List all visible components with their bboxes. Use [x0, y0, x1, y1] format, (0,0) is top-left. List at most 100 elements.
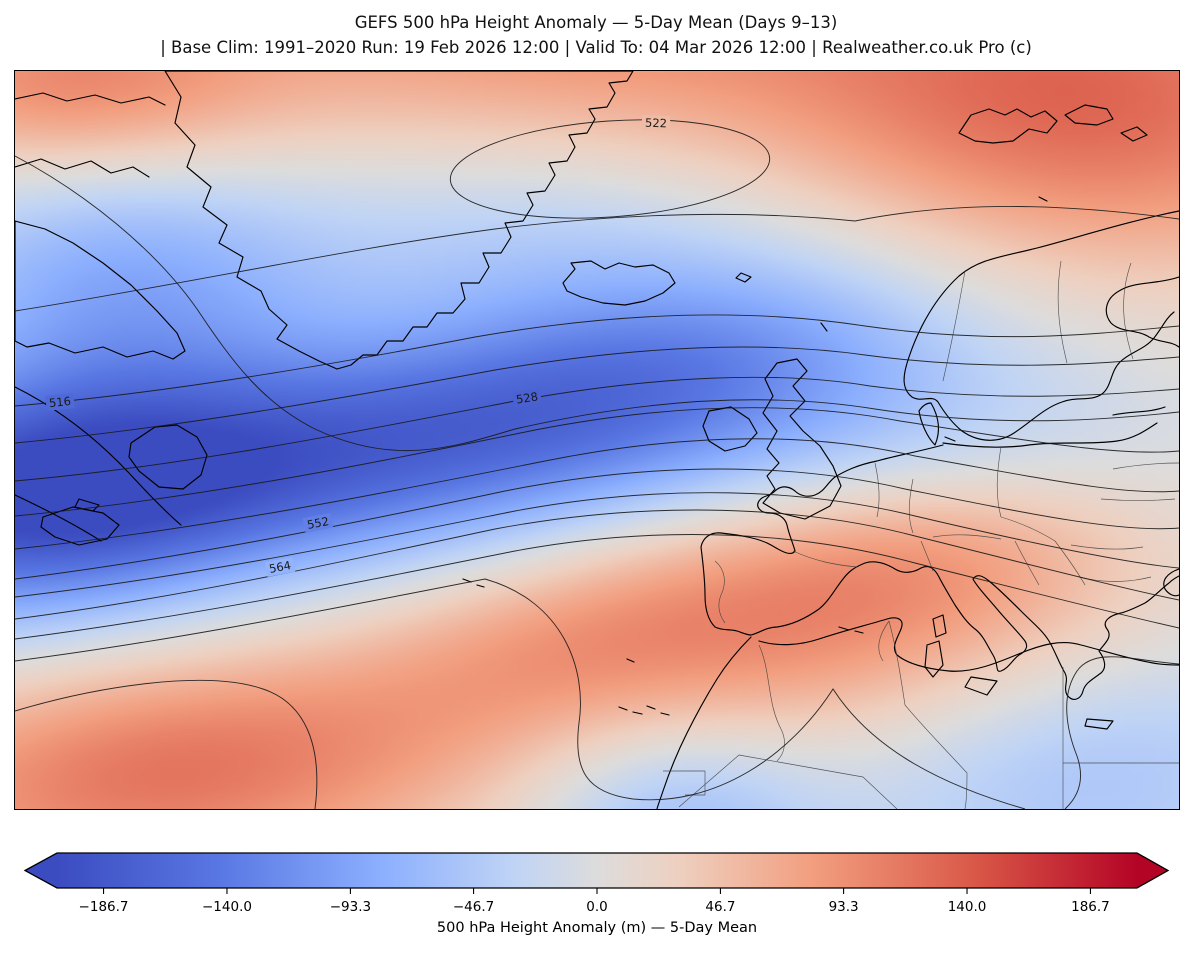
border-line	[1123, 262, 1134, 360]
height-contours-group	[15, 119, 1179, 809]
map-overlay-svg: 516 522 528 552 564	[15, 71, 1179, 809]
coastline-great-britain	[762, 358, 842, 520]
colorbar-title: 500 hPa Height Anomaly (m) — 5-Day Mean	[437, 920, 757, 936]
coastline-bear-island	[1038, 196, 1048, 202]
coastline-norway	[903, 210, 1179, 432]
coastline-corsica	[932, 614, 947, 638]
coastline-newfoundland	[128, 424, 208, 490]
contour-line	[15, 492, 1179, 598]
coastline-arctic-islands	[15, 92, 166, 106]
border-line	[996, 446, 1002, 518]
coastline-gulf-of-finland	[1112, 406, 1166, 416]
coastline-denmark	[918, 402, 940, 446]
border-line	[1100, 498, 1176, 501]
contour-line	[15, 438, 1179, 550]
contour-label-516: 516	[48, 394, 71, 410]
contour-line	[15, 155, 1179, 452]
border-line	[908, 478, 914, 534]
figure-header: GEFS 500 hPa Height Anomaly — 5-Day Mean…	[0, 10, 1192, 60]
coastline-madeira	[626, 658, 635, 663]
colorbar-tick-label: −93.3	[330, 899, 371, 915]
coastline-balearics	[838, 626, 864, 634]
contour-label-patch	[641, 115, 671, 131]
border-line	[663, 770, 706, 796]
border-line	[792, 550, 858, 568]
contour-label-patch	[302, 512, 334, 534]
border-line	[1112, 462, 1179, 470]
contour-label-522: 522	[645, 116, 667, 131]
colorbar-tick-label: −186.7	[79, 899, 129, 915]
page-subtitle: | Base Clim: 1991–2020 Run: 19 Feb 2026 …	[160, 38, 1032, 57]
coastline-sicily	[964, 676, 998, 696]
border-line	[714, 560, 726, 624]
coastline-africa-mediterranean	[758, 617, 1179, 672]
border-line	[920, 540, 934, 572]
colorbar-gradient	[57, 853, 1137, 888]
coastline-zealand	[944, 436, 956, 442]
border-line	[1054, 540, 1086, 586]
contour-label-patch	[511, 388, 543, 408]
coastline-nova-scotia	[40, 506, 120, 546]
contour-line	[15, 346, 1179, 444]
colorbar: −186.7 −140.0 −93.3 −46.7 0.0 46.7 93.3 140.0 18…	[23, 852, 1170, 936]
border-line	[874, 462, 880, 518]
coastline-canary-islands	[618, 705, 670, 716]
coastline-greenland	[164, 71, 634, 370]
contour-label-patch	[45, 393, 75, 411]
contour-oval-522	[449, 119, 771, 219]
colorbar-tick-label: 140.0	[948, 899, 987, 915]
contour-line-564	[15, 509, 1179, 620]
colorbar-tick-label: 186.7	[1071, 899, 1110, 915]
coastline-svalbard-e	[1120, 126, 1148, 142]
coastline-devon	[15, 158, 150, 178]
page-title: GEFS 500 hPa Height Anomaly — 5-Day Mean…	[354, 13, 838, 32]
colorbar-ticks-group: −186.7 −140.0 −93.3 −46.7 0.0 46.7 93.3 140.0 18…	[79, 888, 1110, 915]
coastline-europe-main	[700, 444, 1179, 700]
border-line	[942, 270, 966, 382]
coastline-baffin	[15, 220, 186, 360]
coastline-baltic-south	[942, 422, 1158, 448]
border-line	[1014, 540, 1040, 586]
border-line	[1000, 516, 1056, 542]
contour-line	[15, 578, 1026, 809]
coastline-anticosti	[74, 498, 100, 512]
coastline-crete	[1084, 718, 1114, 730]
coastline-sardinia	[924, 640, 944, 678]
contour-labels-group: 516 522 528 552 564	[45, 115, 671, 578]
map-frame: 516 522 528 552 564	[14, 70, 1180, 810]
colorbar-tick-label: 46.7	[705, 899, 735, 915]
border-line	[932, 534, 1002, 540]
coastline-ireland	[702, 406, 758, 452]
colorbar-outline	[23, 852, 1170, 889]
colorbar-arrow-left	[25, 853, 57, 888]
contour-line	[15, 407, 1179, 517]
colorbar-tick-label: 0.0	[586, 899, 607, 915]
colorbar-arrow-right	[1137, 853, 1168, 888]
colorbar-tick-label: −140.0	[202, 899, 252, 915]
coastline-shetland	[820, 322, 828, 332]
coastline-africa-atlantic	[656, 636, 752, 809]
country-borders-group	[663, 260, 1179, 809]
coastline-black-sea	[1163, 568, 1179, 597]
contour-label-patch	[264, 556, 296, 578]
contour-label-528: 528	[515, 389, 539, 406]
coastline-faroe	[735, 272, 752, 283]
border-line	[1057, 260, 1068, 364]
colorbar-tick-label: 93.3	[829, 899, 859, 915]
coastline-iceland	[562, 260, 676, 306]
contour-line-552	[15, 468, 1179, 580]
contour-line	[15, 679, 318, 809]
contour-line	[15, 205, 1179, 312]
coastlines-group	[15, 71, 1179, 809]
contour-label-552: 552	[306, 514, 330, 532]
coastline-baltic-north	[961, 311, 1175, 441]
border-line	[888, 620, 968, 809]
border-line	[878, 620, 890, 662]
border-line	[678, 754, 898, 809]
contour-line	[1064, 656, 1179, 809]
contour-label-564: 564	[268, 558, 292, 576]
contour-line-528	[15, 376, 1179, 482]
coastline-gulf-st-lawrence	[15, 494, 102, 542]
border-line	[758, 644, 785, 762]
contour-line	[15, 534, 1179, 640]
